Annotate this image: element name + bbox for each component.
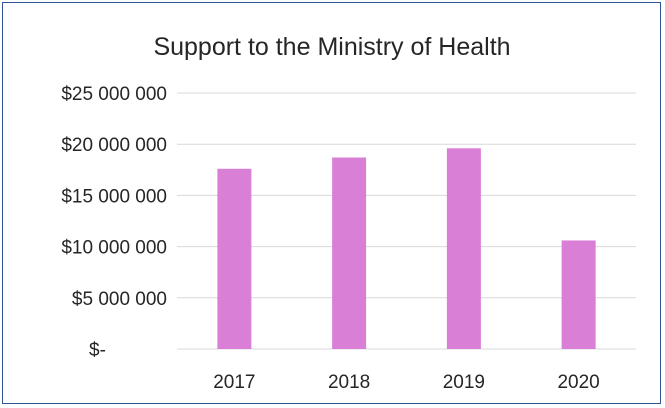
chart-frame [2, 2, 661, 404]
x-tick-label: 2017 [213, 372, 255, 393]
y-axis-ticks: $- $5 000 000 $10 000 000 $15 000 000 $20 00… [61, 84, 167, 361]
bar-2019 [446, 148, 481, 349]
x-tick-label: 2019 [443, 372, 485, 393]
y-tick-label: $10 000 000 [61, 238, 167, 259]
y-tick-label: $- [89, 340, 106, 361]
chart-title: Support to the Ministry of Health [153, 33, 510, 61]
y-tick-label: $5 000 000 [72, 289, 167, 310]
bar-2018 [332, 157, 367, 349]
bars [217, 148, 596, 349]
gridlines [177, 92, 636, 350]
y-tick-label: $15 000 000 [61, 186, 167, 207]
x-tick-label: 2020 [557, 372, 599, 393]
y-tick-label: $25 000 000 [61, 84, 167, 105]
x-axis-ticks: 2017 2018 2019 2020 [213, 372, 600, 393]
y-tick-label: $20 000 000 [61, 135, 167, 156]
bar-2020 [561, 240, 596, 349]
bar-2017 [217, 168, 252, 349]
x-tick-label: 2018 [328, 372, 370, 393]
